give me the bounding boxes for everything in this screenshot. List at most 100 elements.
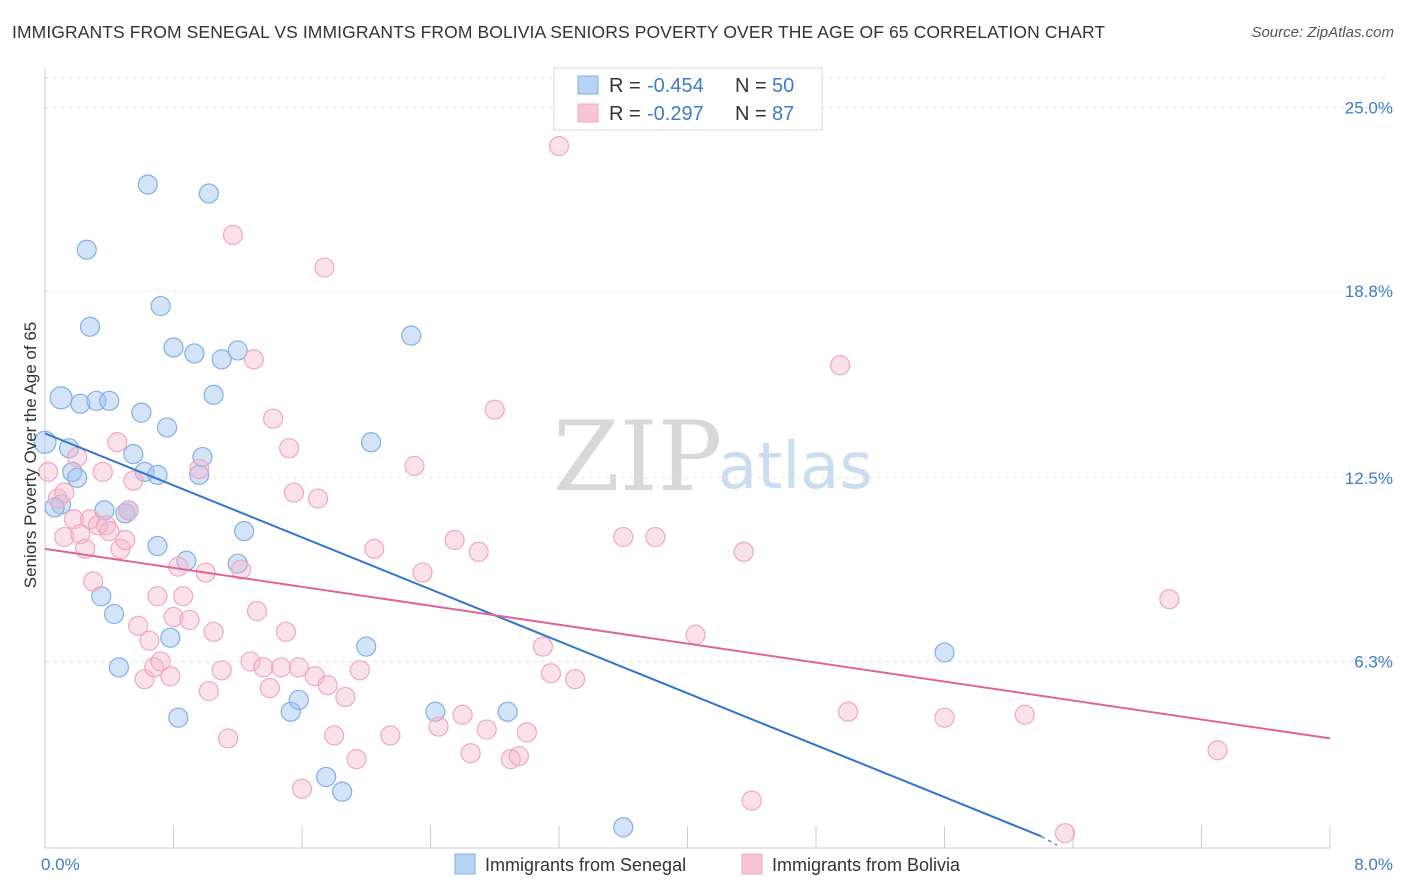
senegal-point-26 [163, 337, 184, 358]
bolivia-point-58 [364, 538, 385, 559]
senegal-point-11 [94, 500, 115, 521]
trend-line-senegal [44, 432, 1042, 838]
bolivia-point-76 [613, 526, 634, 548]
bolivia-point-80 [741, 790, 762, 811]
senegal-point-43 [360, 432, 382, 453]
bolivia-point-47 [283, 482, 305, 503]
bolivia-point-38 [240, 651, 261, 672]
bolivia-point-49 [291, 778, 313, 799]
bolivia-point-1 [47, 488, 68, 509]
bolivia-point-44 [271, 657, 292, 678]
x-tick-label-0: 0.0% [41, 855, 80, 874]
bolivia-point-66 [468, 541, 489, 562]
bolivia-point-83 [934, 707, 955, 728]
bolivia-point-45 [275, 621, 297, 642]
watermark-atlas: atlas [718, 430, 873, 504]
senegal-point-32 [198, 183, 219, 204]
bolivia-point-23 [147, 586, 168, 607]
senegal-point-44 [401, 325, 422, 346]
bolivia-point-51 [307, 488, 329, 509]
bottom-legend: Immigrants from Senegal Immigrants from … [454, 853, 961, 875]
y-tick-label-1: 12.5% [1345, 469, 1393, 488]
watermark-zip: ZIP [553, 401, 722, 513]
senegal-point-36 [227, 553, 248, 574]
bolivia-point-14 [107, 432, 128, 453]
bolivia-point-34 [211, 660, 232, 681]
bottom-legend-label-senegal: Immigrants from Senegal [485, 855, 686, 875]
bolivia-point-25 [160, 666, 181, 687]
x-tick-label-1: 8.0% [1354, 855, 1393, 874]
legend-n-value-1: 50 [772, 75, 794, 97]
senegal-point-33 [203, 384, 224, 405]
bolivia-point-62 [428, 716, 449, 737]
bolivia-point-68 [484, 399, 505, 420]
bolivia-point-86 [1159, 589, 1180, 610]
bolivia-point-19 [128, 615, 149, 636]
bolivia-point-43 [262, 408, 284, 429]
legend-n-label-2: N = [735, 103, 767, 125]
bolivia-point-48 [288, 657, 309, 678]
y-tick-label-2: 18.8% [1345, 282, 1393, 301]
senegal-point-47 [613, 817, 634, 838]
bolivia-point-54 [324, 725, 345, 746]
bolivia-point-71 [516, 722, 537, 743]
bolivia-point-56 [346, 749, 367, 770]
bolivia-point-24 [150, 651, 171, 672]
bolivia-point-32 [198, 680, 219, 702]
bolivia-point-30 [189, 458, 210, 480]
bolivia-point-82 [838, 701, 859, 722]
bolivia-point-35 [218, 728, 239, 749]
legend-swatch-senegal [577, 75, 599, 95]
senegal-point-37 [234, 521, 255, 542]
legend-box: R = -0.454 N = 50 R = -0.297 N = 87 [553, 67, 823, 131]
senegal-point-21 [147, 535, 168, 557]
bolivia-point-41 [253, 657, 274, 678]
bolivia-point-69 [500, 749, 521, 770]
bolivia-point-39 [243, 349, 264, 370]
bolivia-point-52 [314, 257, 335, 278]
bolivia-point-65 [460, 743, 481, 764]
bottom-legend-swatch-senegal [454, 853, 476, 875]
senegal-point-0 [33, 430, 57, 454]
senegal-point-34 [211, 349, 232, 370]
y-axis-label: Seniors Poverty Over the Age of 65 [21, 322, 40, 588]
bolivia-point-57 [349, 660, 370, 681]
bolivia-point-5 [67, 446, 88, 468]
bolivia-point-11 [92, 461, 113, 482]
bolivia-point-18 [123, 470, 144, 491]
legend-r-label-1: R = [609, 75, 641, 97]
senegal-point-39 [288, 689, 309, 711]
bolivia-point-46 [279, 438, 300, 459]
bolivia-point-21 [139, 630, 160, 651]
senegal-point-17 [123, 444, 144, 465]
senegal-point-49 [49, 386, 73, 410]
senegal-point-20 [137, 174, 158, 195]
legend-swatch-bolivia [577, 103, 599, 123]
bolivia-point-33 [203, 621, 224, 642]
bolivia-point-0 [38, 461, 59, 482]
bolivia-point-37 [230, 559, 252, 580]
bolivia-point-84 [1014, 704, 1035, 725]
legend-r-label-2: R = [609, 103, 641, 125]
legend-n-label-1: N = [735, 75, 767, 97]
legend-r-value-1: -0.454 [647, 75, 704, 97]
bolivia-point-77 [645, 526, 666, 548]
bolivia-point-60 [404, 455, 425, 477]
senegal-point-7 [76, 239, 97, 260]
senegal-point-25 [160, 627, 181, 648]
y-tick-label-0: 6.3% [1354, 652, 1393, 671]
senegal-point-15 [115, 503, 136, 524]
senegal-point-35 [227, 340, 248, 361]
senegal-point-24 [156, 417, 178, 438]
legend-n-value-2: 87 [772, 103, 794, 125]
senegal-point-41 [332, 781, 353, 802]
senegal-point-40 [315, 766, 337, 788]
trend-line-senegal-extension [1040, 835, 1058, 846]
senegal-point-14 [108, 657, 129, 678]
bolivia-point-10 [87, 515, 109, 536]
senegal-point-27 [168, 707, 189, 728]
bolivia-point-22 [144, 657, 165, 678]
bolivia-point-87 [1207, 740, 1228, 761]
y-tick-label-3: 25.0% [1345, 99, 1393, 118]
